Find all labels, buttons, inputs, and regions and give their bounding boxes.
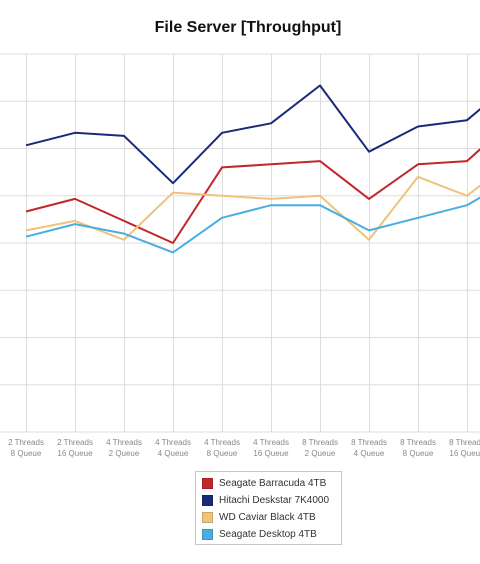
legend: Seagate Barracuda 4TB Hitachi Deskstar 7K… (195, 471, 342, 545)
x-tick-label: 8 Threads 8 Queue (400, 438, 436, 458)
x-tick-label: 2 Threads 16 Queue (57, 438, 93, 458)
series-line-seagate-desktop-4tb (25, 196, 480, 254)
series-line-seagate-barracuda-4tb (25, 148, 480, 244)
legend-item: Hitachi Deskstar 7K4000 (202, 492, 335, 509)
x-tick-label: 4 Threads 16 Queue (253, 438, 289, 458)
legend-swatch (202, 512, 213, 523)
grid-lines (0, 53, 480, 433)
legend-item: Seagate Barracuda 4TB (202, 475, 335, 492)
x-tick-labels: 2 Threads 8 Queue 2 Threads 16 Queue 4 Threa… (8, 438, 480, 458)
legend-item: WD Caviar Black 4TB (202, 509, 335, 526)
legend-swatch (202, 529, 213, 540)
legend-item: Seagate Desktop 4TB (202, 526, 335, 543)
series-lines (25, 84, 480, 254)
legend-label: Hitachi Deskstar 7K4000 (219, 495, 330, 506)
x-tick-label: 2 Threads 8 Queue (8, 438, 44, 458)
series-line-hitachi-deskstar-7k4000 (25, 84, 480, 185)
legend-label: Seagate Desktop 4TB (219, 529, 317, 540)
x-tick-label: 4 Threads 2 Queue (106, 438, 142, 458)
series-line-wd-caviar-black-4tb (25, 175, 480, 241)
chart-title: File Server [Throughput] (154, 19, 342, 36)
legend-swatch (202, 478, 213, 489)
legend-label: WD Caviar Black 4TB (219, 512, 316, 523)
x-tick-label: 8 Threads 2 Queue (302, 438, 338, 458)
x-tick-label: 8 Threads 4 Queue (351, 438, 387, 458)
legend-label: Seagate Barracuda 4TB (219, 478, 327, 489)
x-tick-label: 4 Threads 4 Queue (155, 438, 191, 458)
x-tick-label: 4 Threads 8 Queue (204, 438, 240, 458)
legend-swatch (202, 495, 213, 506)
